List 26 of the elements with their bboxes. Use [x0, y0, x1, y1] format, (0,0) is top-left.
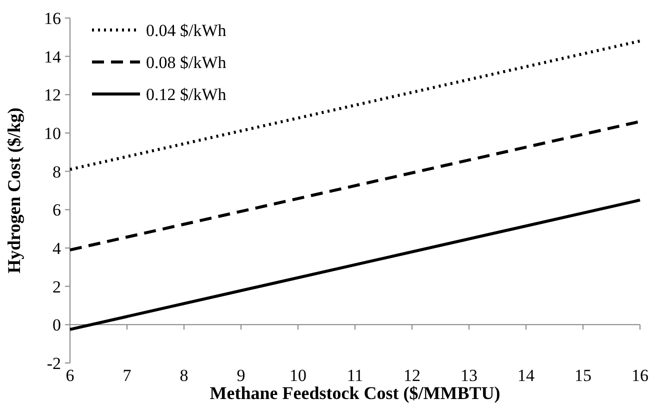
- x-tick-label: 16: [632, 366, 648, 385]
- y-tick-label: 6: [52, 200, 61, 220]
- x-tick-label: 6: [66, 366, 74, 385]
- legend-label: 0.04 $/kWh: [146, 20, 227, 40]
- x-tick-label: 13: [460, 366, 478, 385]
- x-tick-label: 7: [122, 366, 132, 385]
- y-tick-label: 0: [52, 316, 61, 335]
- x-tick-label: 15: [574, 366, 592, 385]
- x-tick-label: 11: [346, 366, 364, 385]
- y-tick-label: 8: [52, 162, 61, 182]
- y-tick-label: -2: [46, 354, 61, 373]
- legend-label: 0.08 $/kWh: [146, 52, 227, 72]
- y-tick-label: 16: [44, 8, 61, 28]
- x-tick-label: 9: [236, 366, 246, 385]
- y-tick-label: 2: [52, 277, 61, 296]
- y-tick-label: 12: [44, 86, 61, 105]
- x-tick-label: 12: [404, 366, 420, 385]
- x-tick-label: 8: [180, 366, 188, 385]
- y-tick-label: 10: [44, 124, 61, 143]
- y-tick-label: 14: [44, 47, 62, 66]
- y-axis-title: Hydrogen Cost ($/kg): [4, 108, 24, 274]
- legend-label: 0.12 $/kWh: [146, 84, 227, 104]
- x-axis-title: Methane Feedstock Cost ($/MMBTU): [210, 383, 500, 403]
- x-tick-label: 14: [518, 366, 535, 385]
- y-tick-label: 4: [52, 238, 62, 258]
- x-tick-label: 10: [290, 366, 306, 385]
